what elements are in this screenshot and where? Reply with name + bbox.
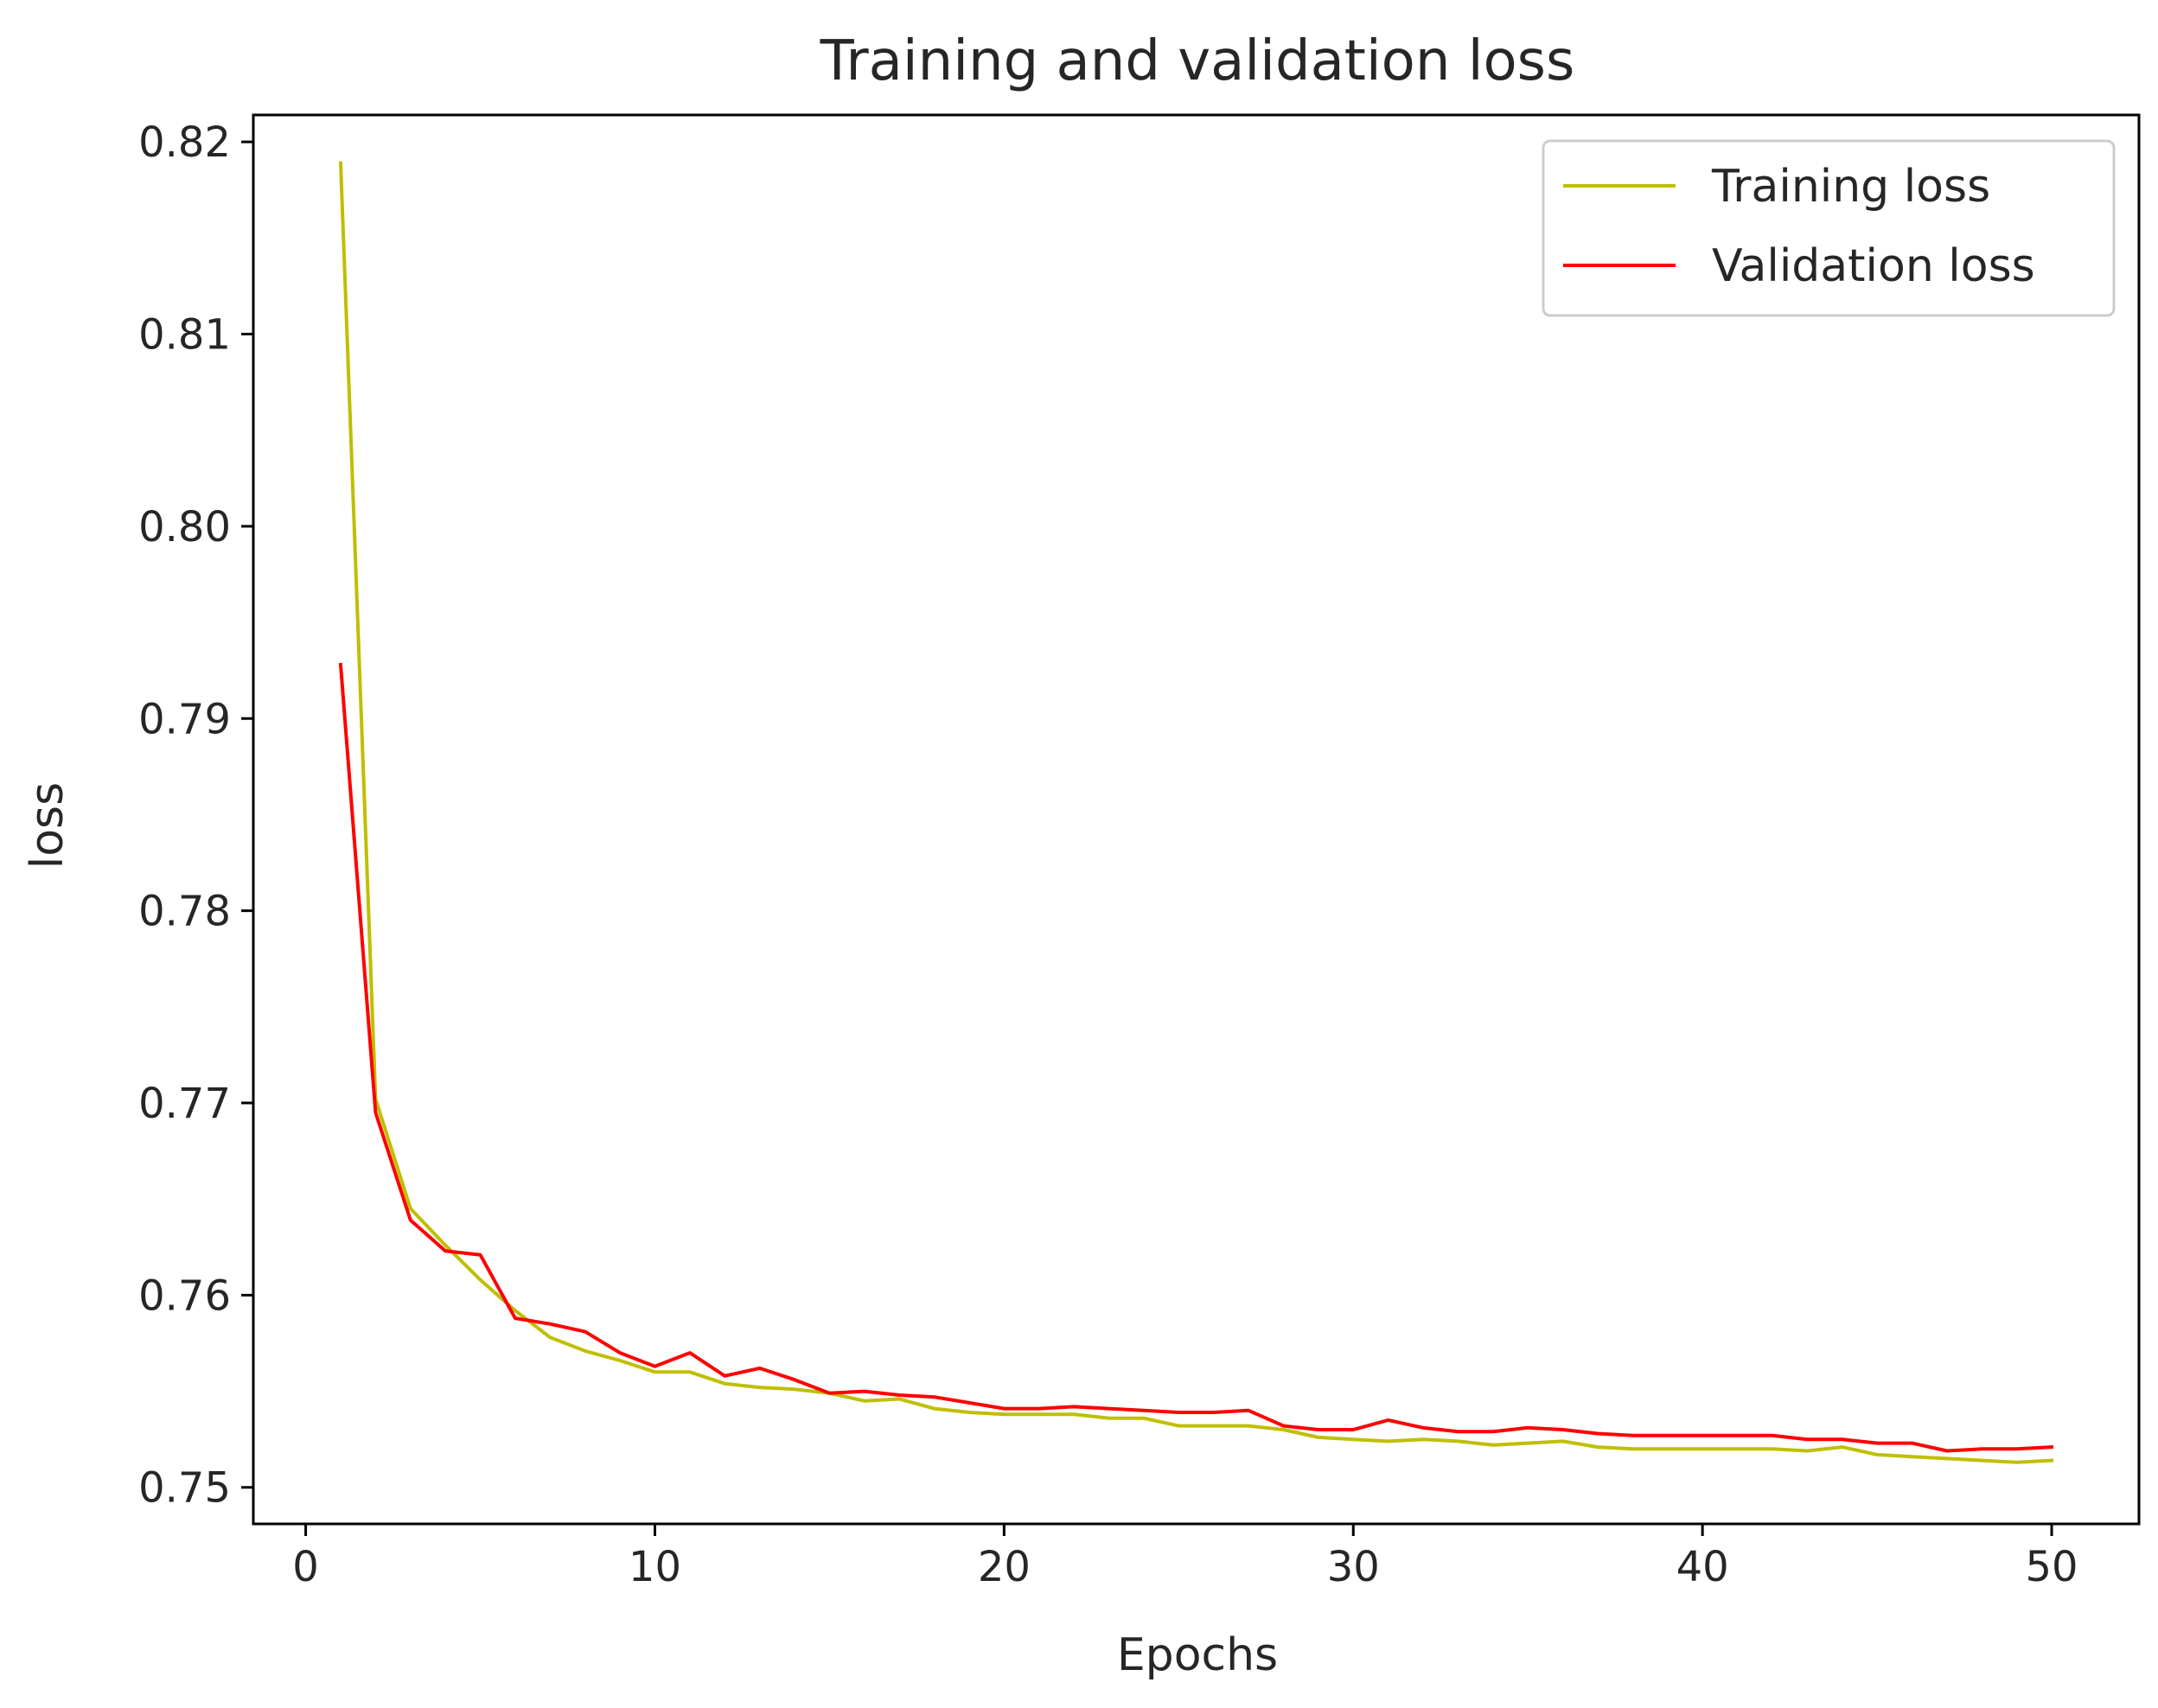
- chart-title: Training and validation loss: [820, 29, 1575, 93]
- x-tick-label: 0: [292, 1543, 319, 1591]
- y-tick-label: 0.79: [138, 695, 231, 743]
- x-tick-label: 50: [2025, 1543, 2078, 1591]
- y-tick-label: 0.82: [138, 118, 231, 167]
- x-tick-label: 40: [1676, 1543, 1729, 1591]
- x-tick-label: 30: [1327, 1543, 1380, 1591]
- x-tick-label: 10: [629, 1543, 681, 1591]
- y-tick-label: 0.76: [138, 1271, 231, 1320]
- legend-box: [1542, 139, 2116, 317]
- series-line-training-loss: [338, 161, 2054, 1464]
- series-line-validation-loss: [338, 662, 2054, 1453]
- y-tick-label: 0.81: [138, 311, 231, 360]
- plot-frame: [252, 113, 2141, 1526]
- y-axis: 0.75 0.76 0.77 0.78 0.79 0.80 0.81 0.82: [138, 118, 253, 1513]
- y-tick-label: 0.80: [138, 503, 231, 551]
- plot-area: [338, 161, 2054, 1464]
- legend: Training loss Validation loss: [1542, 139, 2116, 317]
- legend-training-loss-label: Training loss: [1711, 161, 1990, 213]
- y-axis-label: loss: [22, 782, 73, 869]
- y-tick-label: 0.75: [138, 1464, 231, 1513]
- y-tick-label: 0.77: [138, 1080, 231, 1128]
- x-axis-label: Epochs: [1117, 1629, 1278, 1681]
- legend-validation-loss-label: Validation loss: [1712, 240, 2035, 292]
- x-tick-label: 20: [978, 1543, 1031, 1591]
- y-tick-label: 0.78: [138, 888, 231, 936]
- x-axis: 0 10 20 30 40 50: [292, 1524, 2078, 1591]
